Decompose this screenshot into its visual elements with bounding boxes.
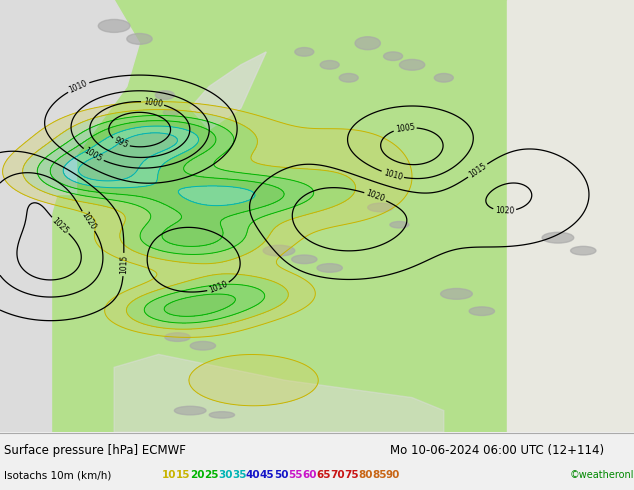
Text: 60: 60 xyxy=(302,470,316,480)
Text: 80: 80 xyxy=(358,470,373,480)
Text: 65: 65 xyxy=(316,470,330,480)
Text: 30: 30 xyxy=(218,470,233,480)
Ellipse shape xyxy=(190,342,216,350)
Ellipse shape xyxy=(98,20,130,32)
Text: 75: 75 xyxy=(344,470,359,480)
Text: 85: 85 xyxy=(372,470,387,480)
Bar xyxy=(0,195,51,432)
Text: 1005: 1005 xyxy=(395,122,415,134)
Text: 1010: 1010 xyxy=(382,168,403,182)
Text: Isotachs 10m (km/h): Isotachs 10m (km/h) xyxy=(4,470,112,480)
Ellipse shape xyxy=(355,37,380,49)
Text: 40: 40 xyxy=(246,470,261,480)
Ellipse shape xyxy=(390,221,409,228)
Ellipse shape xyxy=(434,74,453,82)
Text: 1000: 1000 xyxy=(143,97,163,108)
Text: 55: 55 xyxy=(288,470,302,480)
Text: 1010: 1010 xyxy=(208,280,229,295)
Polygon shape xyxy=(114,354,444,432)
Ellipse shape xyxy=(441,289,472,299)
Text: 1025: 1025 xyxy=(50,216,70,235)
Ellipse shape xyxy=(155,91,174,99)
Text: 50: 50 xyxy=(274,470,288,480)
Text: 1005: 1005 xyxy=(82,147,104,164)
Text: 1020: 1020 xyxy=(495,206,514,216)
Text: 995: 995 xyxy=(112,136,129,150)
Text: 20: 20 xyxy=(190,470,205,480)
Text: 15: 15 xyxy=(176,470,190,480)
Text: 1020: 1020 xyxy=(79,211,97,232)
Bar xyxy=(507,0,634,432)
Text: 10: 10 xyxy=(162,470,176,480)
Text: 45: 45 xyxy=(260,470,275,480)
Ellipse shape xyxy=(317,264,342,272)
Text: 1015: 1015 xyxy=(467,161,488,180)
Text: 90: 90 xyxy=(386,470,401,480)
Text: ©weatheronline.co.uk: ©weatheronline.co.uk xyxy=(570,470,634,480)
Ellipse shape xyxy=(384,52,403,60)
Ellipse shape xyxy=(127,33,152,44)
Ellipse shape xyxy=(339,74,358,82)
Ellipse shape xyxy=(209,412,235,418)
Ellipse shape xyxy=(292,255,317,264)
Text: Mo 10-06-2024 06:00 UTC (12+114): Mo 10-06-2024 06:00 UTC (12+114) xyxy=(390,444,604,457)
Ellipse shape xyxy=(469,307,495,316)
Ellipse shape xyxy=(263,245,295,256)
Polygon shape xyxy=(190,52,266,130)
Text: 1010: 1010 xyxy=(68,79,89,95)
Ellipse shape xyxy=(295,48,314,56)
Ellipse shape xyxy=(368,203,393,212)
Ellipse shape xyxy=(542,232,574,243)
Polygon shape xyxy=(0,0,139,238)
Text: 35: 35 xyxy=(232,470,247,480)
Ellipse shape xyxy=(571,246,596,255)
Text: 70: 70 xyxy=(330,470,345,480)
Ellipse shape xyxy=(174,406,206,415)
Text: 1015: 1015 xyxy=(119,255,129,274)
Ellipse shape xyxy=(164,109,179,116)
Ellipse shape xyxy=(399,59,425,70)
Bar xyxy=(0,0,76,195)
Ellipse shape xyxy=(165,333,190,342)
Text: Surface pressure [hPa] ECMWF: Surface pressure [hPa] ECMWF xyxy=(4,444,186,457)
Text: 1020: 1020 xyxy=(365,189,386,204)
Text: 25: 25 xyxy=(204,470,219,480)
Ellipse shape xyxy=(320,60,339,69)
